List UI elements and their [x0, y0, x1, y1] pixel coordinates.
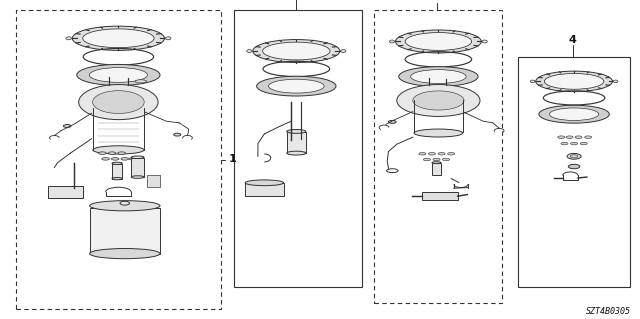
Ellipse shape [405, 33, 472, 50]
Ellipse shape [93, 146, 144, 154]
Ellipse shape [287, 130, 306, 133]
Ellipse shape [414, 129, 463, 137]
Ellipse shape [90, 249, 160, 259]
Ellipse shape [111, 158, 119, 160]
Bar [374, 10, 502, 303]
Ellipse shape [424, 158, 430, 161]
Ellipse shape [108, 152, 116, 154]
Bar [90, 208, 160, 254]
Ellipse shape [174, 133, 181, 136]
Ellipse shape [443, 158, 450, 161]
Ellipse shape [253, 40, 340, 63]
Ellipse shape [121, 158, 129, 160]
Ellipse shape [131, 176, 144, 178]
Bar [131, 158, 144, 177]
Text: 1: 1 [229, 154, 237, 165]
Ellipse shape [90, 68, 148, 82]
Text: 4: 4 [569, 35, 577, 45]
Ellipse shape [66, 37, 72, 40]
Ellipse shape [539, 105, 609, 123]
Ellipse shape [245, 180, 284, 186]
Bar [245, 183, 284, 196]
Ellipse shape [545, 73, 604, 89]
Ellipse shape [438, 152, 445, 155]
Ellipse shape [432, 162, 441, 164]
Ellipse shape [580, 142, 588, 145]
Ellipse shape [83, 29, 154, 48]
Ellipse shape [120, 201, 130, 205]
Bar [234, 10, 362, 287]
Ellipse shape [448, 152, 455, 155]
Ellipse shape [79, 85, 158, 120]
Ellipse shape [568, 164, 580, 169]
Ellipse shape [413, 91, 464, 110]
Ellipse shape [90, 201, 160, 211]
Ellipse shape [93, 91, 144, 114]
Ellipse shape [63, 125, 71, 127]
Ellipse shape [397, 85, 480, 116]
Ellipse shape [433, 158, 440, 161]
Text: 3: 3 [433, 0, 441, 3]
Ellipse shape [567, 153, 581, 159]
Ellipse shape [262, 42, 330, 60]
Ellipse shape [429, 152, 435, 155]
Bar [112, 164, 122, 179]
Bar [518, 57, 630, 287]
Bar [287, 132, 306, 153]
Ellipse shape [118, 152, 125, 154]
Ellipse shape [561, 142, 568, 145]
Ellipse shape [287, 151, 306, 155]
Bar [16, 10, 221, 309]
Ellipse shape [536, 71, 612, 92]
Ellipse shape [419, 152, 426, 155]
Ellipse shape [257, 76, 336, 96]
Ellipse shape [411, 70, 466, 84]
Ellipse shape [575, 136, 582, 138]
Ellipse shape [482, 40, 487, 43]
Ellipse shape [99, 152, 106, 154]
Bar [147, 175, 160, 187]
Ellipse shape [570, 155, 578, 158]
Ellipse shape [72, 26, 164, 50]
Ellipse shape [102, 158, 109, 160]
Ellipse shape [399, 67, 478, 86]
Ellipse shape [390, 40, 395, 43]
Ellipse shape [129, 158, 137, 160]
Ellipse shape [77, 64, 160, 85]
Ellipse shape [112, 177, 122, 180]
Bar [432, 163, 441, 175]
Ellipse shape [571, 142, 578, 145]
Ellipse shape [550, 108, 599, 121]
Ellipse shape [613, 80, 618, 83]
Ellipse shape [558, 136, 564, 138]
Ellipse shape [585, 136, 592, 138]
Ellipse shape [112, 162, 122, 165]
Ellipse shape [165, 37, 171, 40]
Ellipse shape [388, 121, 396, 123]
Text: SZT4B0305: SZT4B0305 [586, 307, 630, 316]
Ellipse shape [340, 50, 346, 53]
Ellipse shape [246, 50, 252, 53]
Bar [422, 192, 458, 200]
Ellipse shape [566, 136, 573, 138]
Ellipse shape [131, 156, 144, 159]
Ellipse shape [531, 80, 535, 83]
Ellipse shape [135, 80, 147, 83]
Ellipse shape [396, 30, 481, 53]
Ellipse shape [269, 79, 324, 93]
Bar [48, 186, 83, 198]
